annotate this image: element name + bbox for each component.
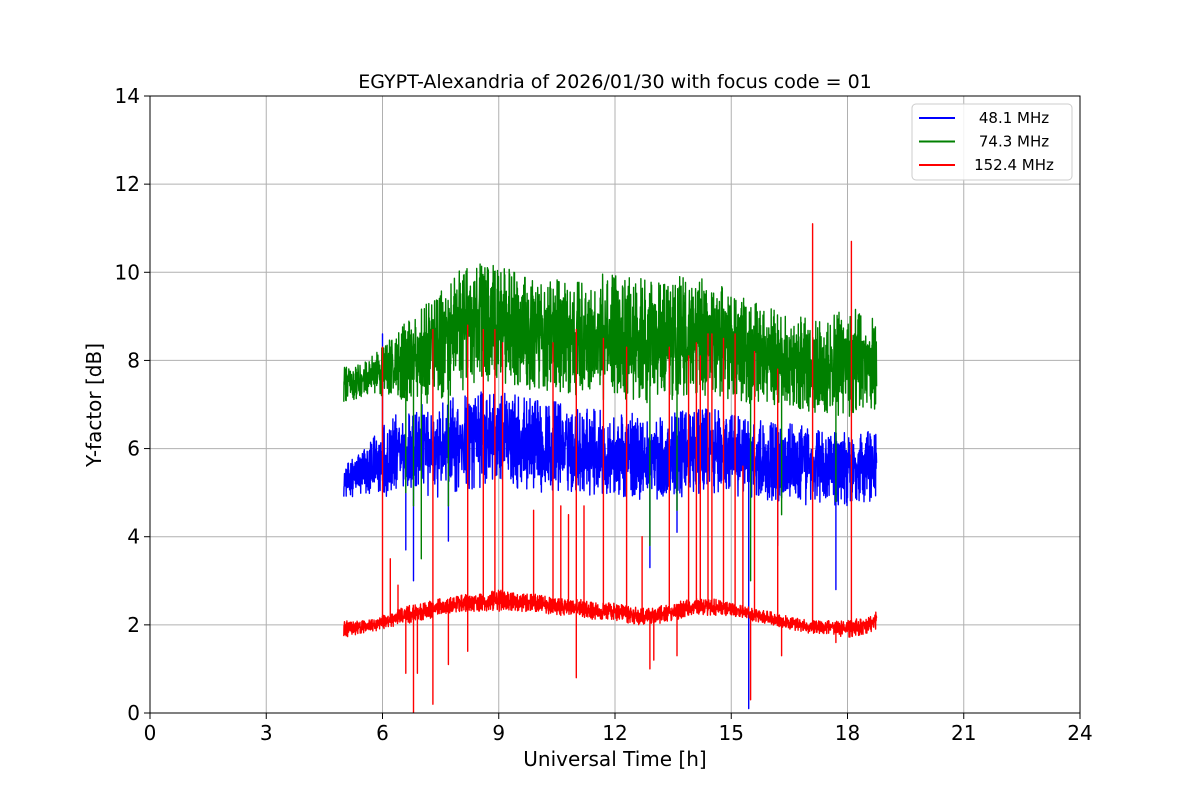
y-tick-label: 0 xyxy=(127,701,140,725)
x-tick-label: 0 xyxy=(144,721,157,745)
y-tick-label: 14 xyxy=(115,84,140,108)
y-tick-label: 8 xyxy=(127,348,140,372)
x-tick-label: 3 xyxy=(260,721,273,745)
x-tick-label: 21 xyxy=(951,721,976,745)
y-tick-label: 6 xyxy=(127,437,140,461)
legend-label-2: 152.4 MHz xyxy=(974,156,1054,174)
x-axis-label: Universal Time [h] xyxy=(523,747,706,771)
x-tick-label: 6 xyxy=(376,721,389,745)
x-tick-label: 9 xyxy=(492,721,505,745)
x-tick-label: 15 xyxy=(719,721,744,745)
legend: 48.1 MHz 74.3 MHz 152.4 MHz xyxy=(911,103,1073,181)
x-tick-label: 12 xyxy=(602,721,627,745)
legend-box xyxy=(911,103,1073,181)
y-tick-label: 4 xyxy=(127,525,140,549)
plot-area xyxy=(343,223,878,713)
series-line-0 xyxy=(343,333,878,710)
legend-label-0: 48.1 MHz xyxy=(979,109,1049,127)
y-tick-label: 10 xyxy=(115,260,140,284)
y-axis-label: Y-factor [dB] xyxy=(82,343,106,468)
y-tick-label: 2 xyxy=(127,613,140,637)
x-tick-label: 18 xyxy=(835,721,860,745)
x-tick-label: 24 xyxy=(1067,721,1092,745)
legend-label-1: 74.3 MHz xyxy=(979,133,1049,151)
grid xyxy=(149,95,1081,714)
y-tick-label: 12 xyxy=(115,172,140,196)
series-line-2 xyxy=(343,223,878,713)
series-line-1 xyxy=(343,263,878,582)
chart-title: EGYPT-Alexandria of 2026/01/30 with focu… xyxy=(358,71,872,93)
